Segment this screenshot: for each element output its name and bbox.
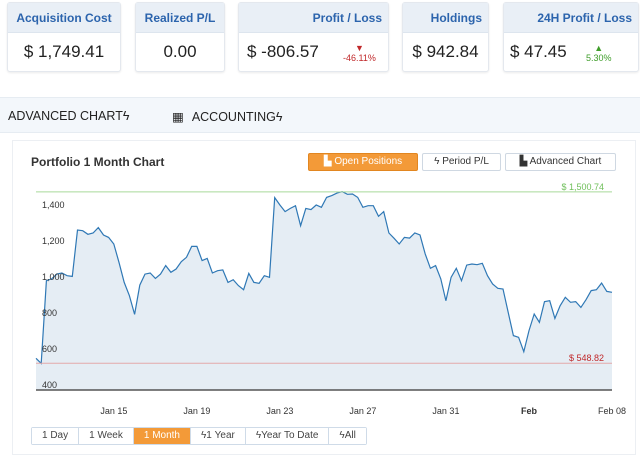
series-line — [35, 190, 613, 365]
bolt-icon: ϟ — [339, 430, 345, 441]
card-value: $ -806.57 — [247, 42, 319, 61]
calculator-icon: ▦ — [172, 110, 184, 124]
card-value: $ 47.45 — [510, 42, 567, 61]
x-tick-label: Jan 15 — [100, 406, 127, 416]
range-1-week[interactable]: 1 Week — [79, 428, 134, 444]
range-1-month[interactable]: 1 Month — [133, 428, 191, 444]
holdings-card: Holdings $ 942.84 — [402, 2, 489, 72]
y-tick-label: 600 — [42, 344, 57, 354]
range-selector: 1 Day 1 Week 1 Month ϟ1 Year ϟYear To Da… — [31, 427, 367, 445]
card-change: -46.11% — [343, 53, 376, 63]
range-1-year[interactable]: ϟ1 Year — [191, 428, 246, 444]
bolt-icon: ϟ — [255, 430, 262, 441]
bolt-icon: ϟ — [201, 430, 207, 441]
area-chart-icon: ▙ — [323, 156, 335, 167]
caret-up-icon: ▲ — [594, 43, 604, 53]
bolt-icon: ϟ — [275, 110, 283, 124]
bolt-icon: ϟ — [434, 156, 443, 167]
y-tick-label: 400 — [42, 380, 57, 390]
card-value: $ 1,749.41 — [23, 42, 105, 61]
x-tick-label: Jan 27 — [349, 406, 376, 416]
card-title: Holdings — [403, 3, 488, 33]
card-change: 5.30% — [586, 53, 612, 63]
card-value: 0.00 — [163, 42, 197, 61]
card-value: $ 942.84 — [412, 42, 479, 61]
chart-title: Portfolio 1 Month Chart — [31, 155, 165, 169]
card-title: Realized P/L — [136, 3, 224, 33]
bolt-icon: ϟ — [122, 109, 130, 123]
x-tick-label: Feb 08 — [598, 406, 626, 416]
realized-pl-card: Realized P/L 0.00 — [135, 2, 225, 72]
card-title: Profit / Loss — [239, 3, 388, 33]
card-title: Acquisition Cost — [8, 3, 120, 33]
area-fill — [36, 191, 612, 390]
y-tick-label: 1,000 — [42, 272, 65, 282]
y-tick-label: 1,400 — [42, 200, 65, 210]
max-label: $ 1,500.74 — [561, 182, 604, 192]
tab-bar: ADVANCED CHARTϟ ▦ ACCOUNTINGϟ — [0, 97, 640, 133]
advanced-chart-button[interactable]: ▙ Advanced Chart — [505, 153, 616, 171]
acquisition-cost-card: Acquisition Cost $ 1,749.41 — [7, 2, 121, 72]
range-all[interactable]: ϟAll — [329, 428, 366, 444]
area-chart-icon: ▙ — [519, 156, 530, 167]
tab-advanced-chart[interactable]: ADVANCED CHARTϟ — [8, 109, 130, 123]
x-tick-label: Jan 31 — [432, 406, 459, 416]
range-1-day[interactable]: 1 Day — [32, 428, 80, 444]
profit-loss-card: Profit / Loss $ -806.57 ▼ -46.11% — [238, 2, 389, 72]
y-tick-label: 800 — [42, 308, 57, 318]
x-tick-label: Jan 23 — [266, 406, 293, 416]
caret-down-icon: ▼ — [354, 43, 364, 53]
y-tick-label: 1,200 — [42, 236, 65, 246]
card-title: 24H Profit / Loss — [504, 3, 638, 33]
24h-profit-loss-card: 24H Profit / Loss $ 47.45 ▲ 5.30% — [503, 2, 639, 72]
x-tick-label: Feb — [521, 406, 538, 416]
tab-accounting[interactable]: ▦ ACCOUNTINGϟ — [172, 110, 283, 124]
min-label: $ 548.82 — [569, 353, 604, 363]
x-tick-label: Jan 19 — [183, 406, 210, 416]
open-positions-button[interactable]: ▙ Open Positions — [308, 153, 418, 171]
period-pl-button[interactable]: ϟ Period P/L — [422, 153, 501, 171]
range-year-to-date[interactable]: ϟYear To Date — [245, 428, 330, 444]
